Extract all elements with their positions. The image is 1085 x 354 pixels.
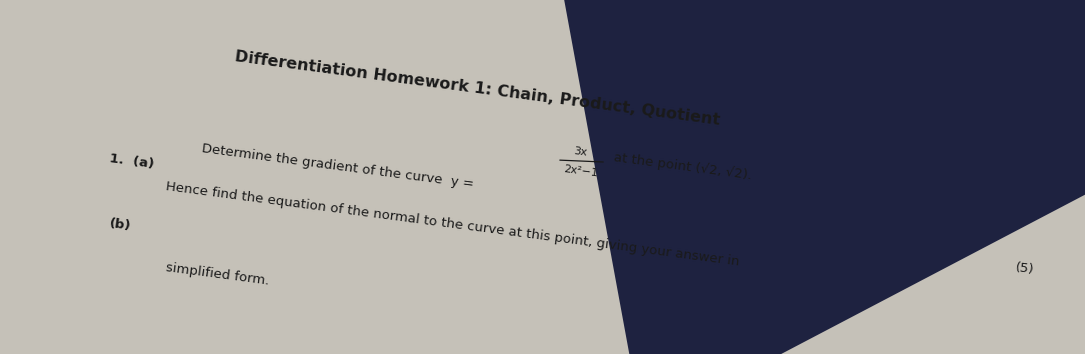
Text: 2x²−1: 2x²−1 — [563, 165, 598, 179]
Text: Differentiation Homework 1: Chain, Product, Quotient: Differentiation Homework 1: Chain, Produ… — [234, 49, 720, 128]
Text: 1.  (a): 1. (a) — [108, 152, 154, 170]
Text: Determine the gradient of the curve  y =: Determine the gradient of the curve y = — [201, 142, 474, 191]
Text: Hence find the equation of the normal to the curve at this point, giving your an: Hence find the equation of the normal to… — [165, 181, 740, 269]
Text: (5): (5) — [1014, 261, 1035, 277]
Polygon shape — [564, 0, 1085, 354]
Text: (b): (b) — [108, 217, 131, 233]
Text: at the point (√2, √2).: at the point (√2, √2). — [613, 150, 753, 182]
Text: 3x: 3x — [573, 146, 588, 158]
Text: simplified form.: simplified form. — [165, 261, 270, 287]
